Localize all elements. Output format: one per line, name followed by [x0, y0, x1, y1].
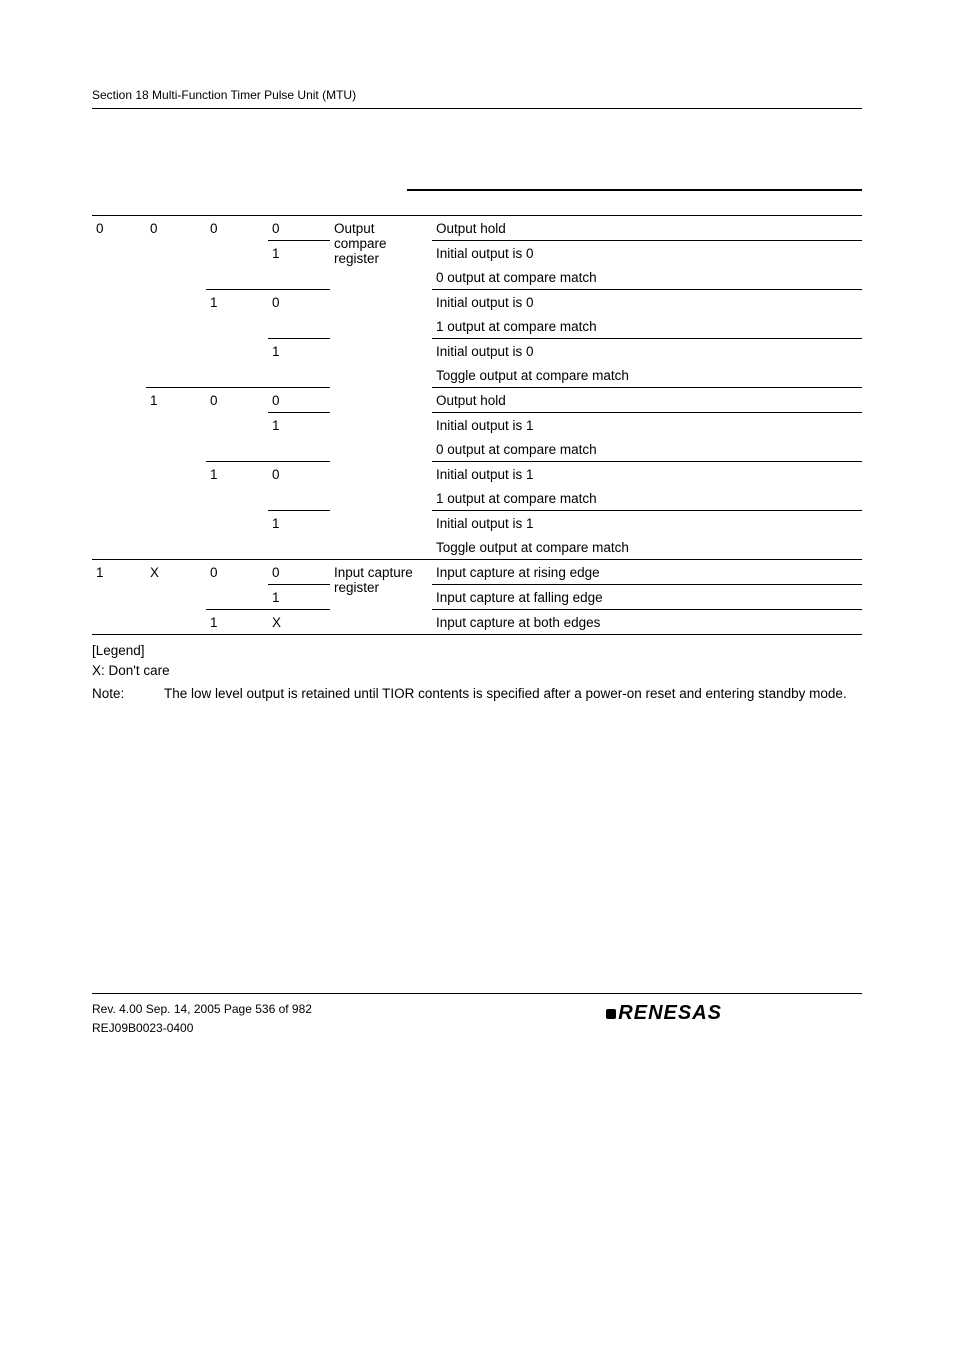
cell-b4: 0: [268, 560, 330, 585]
cell-b7: 0: [92, 216, 146, 241]
cell-b4: 0: [268, 462, 330, 487]
cell-b4: 1: [268, 585, 330, 610]
cell-desc: 0 output at compare match: [432, 437, 862, 462]
cell-b5: 1: [206, 610, 268, 635]
cell-b5: 1: [206, 290, 268, 315]
cell-func: Output compare register: [330, 216, 432, 290]
cell-desc: Input capture at falling edge: [432, 585, 862, 610]
cell-b4: [268, 535, 330, 560]
cell-b4: 0: [268, 216, 330, 241]
cell-b4: 0: [268, 290, 330, 315]
renesas-logo-mark: [606, 1009, 616, 1019]
cell-desc: Input capture at both edges: [432, 610, 862, 635]
cell-b4: [268, 437, 330, 462]
table-title-rule: [407, 189, 862, 191]
cell-desc: Output hold: [432, 216, 862, 241]
cell-b5: 0: [206, 388, 268, 413]
cell-desc: 1 output at compare match: [432, 486, 862, 511]
legend-heading: [Legend]: [92, 641, 862, 661]
cell-desc: Initial output is 1: [432, 462, 862, 487]
cell-desc: Output hold: [432, 388, 862, 413]
running-header: Section 18 Multi-Function Timer Pulse Un…: [92, 88, 862, 102]
cell-b6: 1: [146, 388, 206, 413]
note-body: The low level output is retained until T…: [164, 684, 862, 704]
cell-desc: Toggle output at compare match: [432, 363, 862, 388]
footer-line2: REJ09B0023-0400: [92, 1019, 312, 1038]
cell-desc: Input capture at rising edge: [432, 560, 862, 585]
cell-b4: [268, 265, 330, 290]
cell-b6: X: [146, 560, 206, 585]
cell-desc: Initial output is 0: [432, 339, 862, 364]
cell-b4: 1: [268, 413, 330, 438]
cell-b4: 1: [268, 339, 330, 364]
cell-b5: 1: [206, 462, 268, 487]
page-footer: Rev. 4.00 Sep. 14, 2005 Page 536 of 982 …: [92, 993, 862, 1038]
cell-func: Input capture register: [330, 560, 432, 610]
renesas-logo-text: RENESAS: [618, 1002, 722, 1025]
cell-b4: [268, 486, 330, 511]
cell-desc: Toggle output at compare match: [432, 535, 862, 560]
cell-b5: 0: [206, 216, 268, 241]
cell-desc: Initial output is 0: [432, 290, 862, 315]
cell-b5: 0: [206, 560, 268, 585]
cell-b4: [268, 314, 330, 339]
note-label: Note:: [92, 684, 164, 704]
cell-desc: Initial output is 0: [432, 241, 862, 266]
cell-b7: 1: [92, 560, 146, 585]
cell-b4: X: [268, 610, 330, 635]
cell-desc: Initial output is 1: [432, 511, 862, 536]
cell-b4: 1: [268, 511, 330, 536]
tior-function-table: 0 0 0 0 Output compare register Output h…: [92, 215, 862, 635]
cell-desc: Initial output is 1: [432, 413, 862, 438]
footer-rule: [92, 993, 862, 994]
cell-b4: [268, 363, 330, 388]
cell-desc: 0 output at compare match: [432, 265, 862, 290]
cell-b4: 0: [268, 388, 330, 413]
footer-line1: Rev. 4.00 Sep. 14, 2005 Page 536 of 982: [92, 1000, 312, 1019]
cell-b4: 1: [268, 241, 330, 266]
header-rule: [92, 108, 862, 109]
legend-x-line: X: Don't care: [92, 661, 862, 681]
cell-desc: 1 output at compare match: [432, 314, 862, 339]
renesas-logo: RENESAS: [606, 1002, 722, 1025]
cell-b6: 0: [146, 216, 206, 241]
